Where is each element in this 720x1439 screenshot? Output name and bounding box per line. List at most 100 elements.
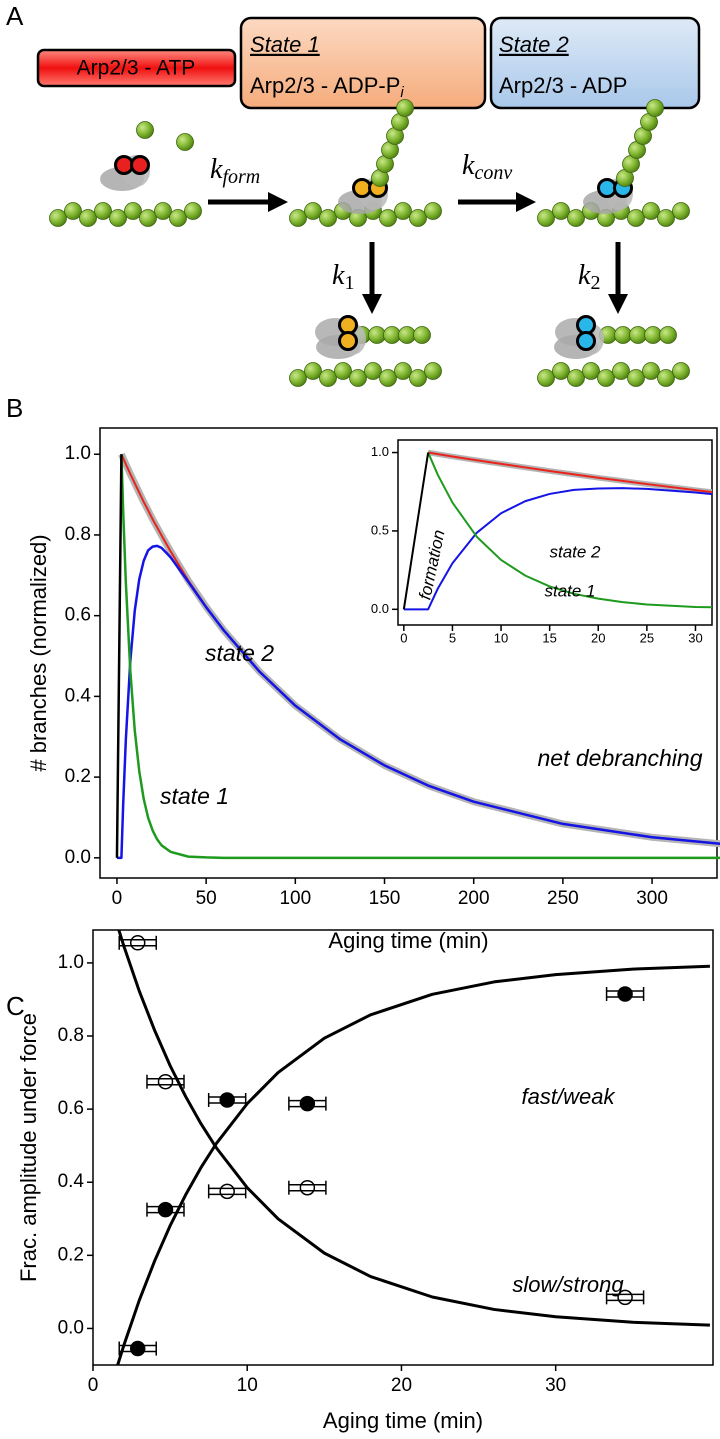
actin-subunit: [49, 209, 67, 227]
plot-frame: [92, 929, 714, 1366]
y-axis-label: # branches (normalized): [26, 534, 51, 771]
x-tick-label: 0: [88, 1375, 99, 1396]
state-title: State 1: [250, 32, 320, 57]
actin-subunit: [552, 202, 570, 220]
actin-subunit: [424, 362, 442, 380]
actin-subunit: [379, 209, 397, 227]
rate-label: k2: [578, 260, 600, 293]
data-point: [129, 935, 146, 951]
state-label: Arp2/3 - ATP: [77, 57, 196, 80]
x-tick-label: 200: [458, 888, 490, 909]
state-label: Arp2/3 - ADP: [499, 73, 627, 98]
filament-illustrations: [49, 99, 690, 387]
y-tick-label: 0.8: [65, 524, 91, 545]
x-tick-label: 30: [545, 1375, 566, 1396]
state-box: [36, 48, 237, 88]
actin-subunit: [154, 202, 172, 220]
actin-subunit: [64, 202, 82, 220]
actin-subunit: [139, 209, 157, 227]
curve: [115, 454, 123, 858]
actin-subunit: [349, 369, 367, 387]
y-tick-label: 0.4: [58, 1171, 85, 1192]
x-tick-label: 25: [640, 631, 654, 646]
curve: [402, 452, 430, 610]
x-tick-label: 20: [391, 1375, 412, 1396]
y-tick-label: 0.4: [65, 685, 92, 706]
panel-label: B: [6, 393, 23, 423]
x-tick-label: 50: [196, 888, 217, 909]
arp-subunit: [576, 315, 596, 335]
x-tick-label: 100: [279, 888, 311, 909]
rate-sub: 2: [590, 272, 600, 294]
actin-subunit: [644, 326, 662, 344]
actin-subunit: [94, 202, 112, 220]
x-tick-label: 10: [237, 1375, 258, 1396]
actin-subunit: [642, 202, 660, 220]
actin-subunit: [646, 99, 664, 117]
actin-subunit: [409, 369, 427, 387]
data-point: [299, 1179, 316, 1196]
rate-sub: conv: [474, 162, 512, 184]
actin-subunit: [319, 369, 337, 387]
actin-subunit: [552, 362, 570, 380]
x-axis-label: Aging time (min): [328, 928, 488, 953]
actin-subunit: [657, 369, 675, 387]
actin-subunit: [627, 209, 645, 227]
arp-subunit: [352, 178, 372, 198]
plot-frame: [99, 427, 718, 879]
panel-label: A: [6, 1, 24, 31]
x-tick-label: 15: [542, 631, 556, 646]
actin-subunit: [379, 369, 397, 387]
curve: [427, 452, 712, 609]
actin-subunit: [396, 99, 414, 117]
actin-subunit: [413, 326, 431, 344]
data-point: [129, 1340, 146, 1357]
x-tick-label: 300: [636, 888, 668, 909]
arp-subunit: [130, 155, 150, 175]
actin-subunit: [614, 326, 632, 344]
curve: [403, 487, 712, 611]
actin-subunit: [394, 362, 412, 380]
actin-subunit: [567, 209, 585, 227]
y-axis-label: Frac. amplitude under force: [16, 1013, 41, 1282]
y-tick-label: 0.0: [58, 1317, 84, 1338]
actin-subunit: [629, 326, 647, 344]
x-tick-label: 5: [449, 631, 456, 646]
arrowheads: [268, 192, 628, 314]
actin-subunit: [334, 362, 352, 380]
data-point: [157, 1201, 174, 1218]
arp-subunit: [338, 331, 358, 351]
actin-subunit: [304, 202, 322, 220]
y-tick-label: 0.2: [65, 766, 91, 787]
arrowhead: [608, 294, 628, 314]
actin-subunit: [659, 326, 677, 344]
curve: [116, 964, 710, 1365]
panel-label: C: [6, 991, 25, 1021]
y-tick-label: 0.8: [58, 1025, 84, 1046]
plot-frame: [397, 439, 713, 626]
arp-subunit: [597, 178, 617, 198]
actin-subunit: [567, 369, 585, 387]
data-point: [219, 1183, 235, 1200]
data-point: [617, 986, 633, 1002]
state-label-sub: i: [400, 84, 404, 101]
x-axis-label: Aging time (min): [323, 1408, 483, 1433]
data-point: [617, 1289, 633, 1306]
x-tick-label: 30: [688, 631, 702, 646]
actin-subunit: [169, 209, 187, 227]
arrowhead: [516, 192, 536, 212]
x-tick-label: 20: [591, 631, 605, 646]
actin-subunit: [289, 369, 307, 387]
actin-subunit: [597, 369, 615, 387]
inset-annotation: state 1: [544, 581, 595, 600]
actin-subunit: [537, 209, 555, 227]
rate-base: k: [332, 260, 345, 291]
rate-label: k1: [332, 260, 354, 293]
y-tick-label: 0.6: [65, 605, 91, 626]
rate-label: kform: [210, 154, 260, 187]
inset-annotation: state 2: [549, 542, 601, 561]
actin-subunit: [398, 326, 416, 344]
arrowhead: [268, 192, 288, 212]
